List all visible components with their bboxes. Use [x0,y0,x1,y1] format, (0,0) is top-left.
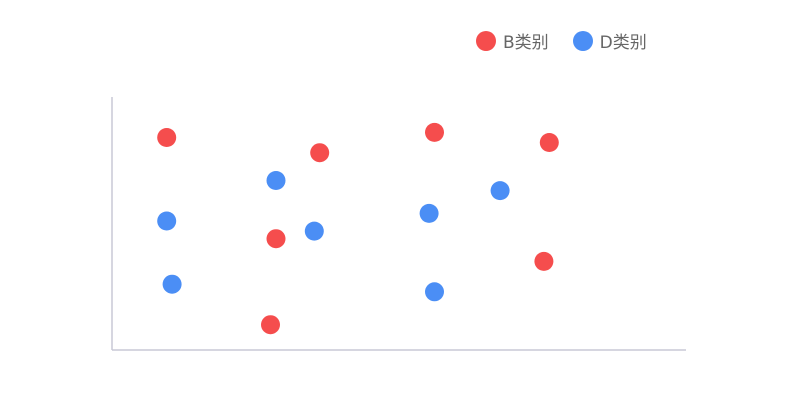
scatter-point-b-4[interactable] [425,122,444,142]
scatter-point-b-1[interactable] [261,315,280,335]
scatter-point-d-6[interactable] [490,181,510,201]
data-points [157,122,559,335]
legend-label-b: B类别 [503,33,549,53]
scatter-point-d-4[interactable] [419,203,439,223]
legend-swatch-d [572,30,593,51]
scatter-point-b-0[interactable] [157,128,177,147]
scatter-point-b-2[interactable] [266,229,286,249]
scatter-point-d-5[interactable] [425,282,444,302]
scatter-point-d-3[interactable] [304,221,324,241]
legend-item-b[interactable]: B类别 [476,28,549,53]
scatter-point-b-6[interactable] [539,133,559,152]
legend: B类别 D类别 [476,28,671,53]
legend-label-d: D类别 [599,33,647,53]
scatter-point-d-2[interactable] [266,171,286,190]
scatter-point-b-3[interactable] [310,143,330,163]
scatter-point-d-1[interactable] [162,274,182,294]
legend-item-d[interactable]: D类别 [572,28,647,53]
scatter-point-d-0[interactable] [157,211,177,231]
legend-swatch-b [476,30,496,51]
scatter-point-b-5[interactable] [534,251,554,271]
